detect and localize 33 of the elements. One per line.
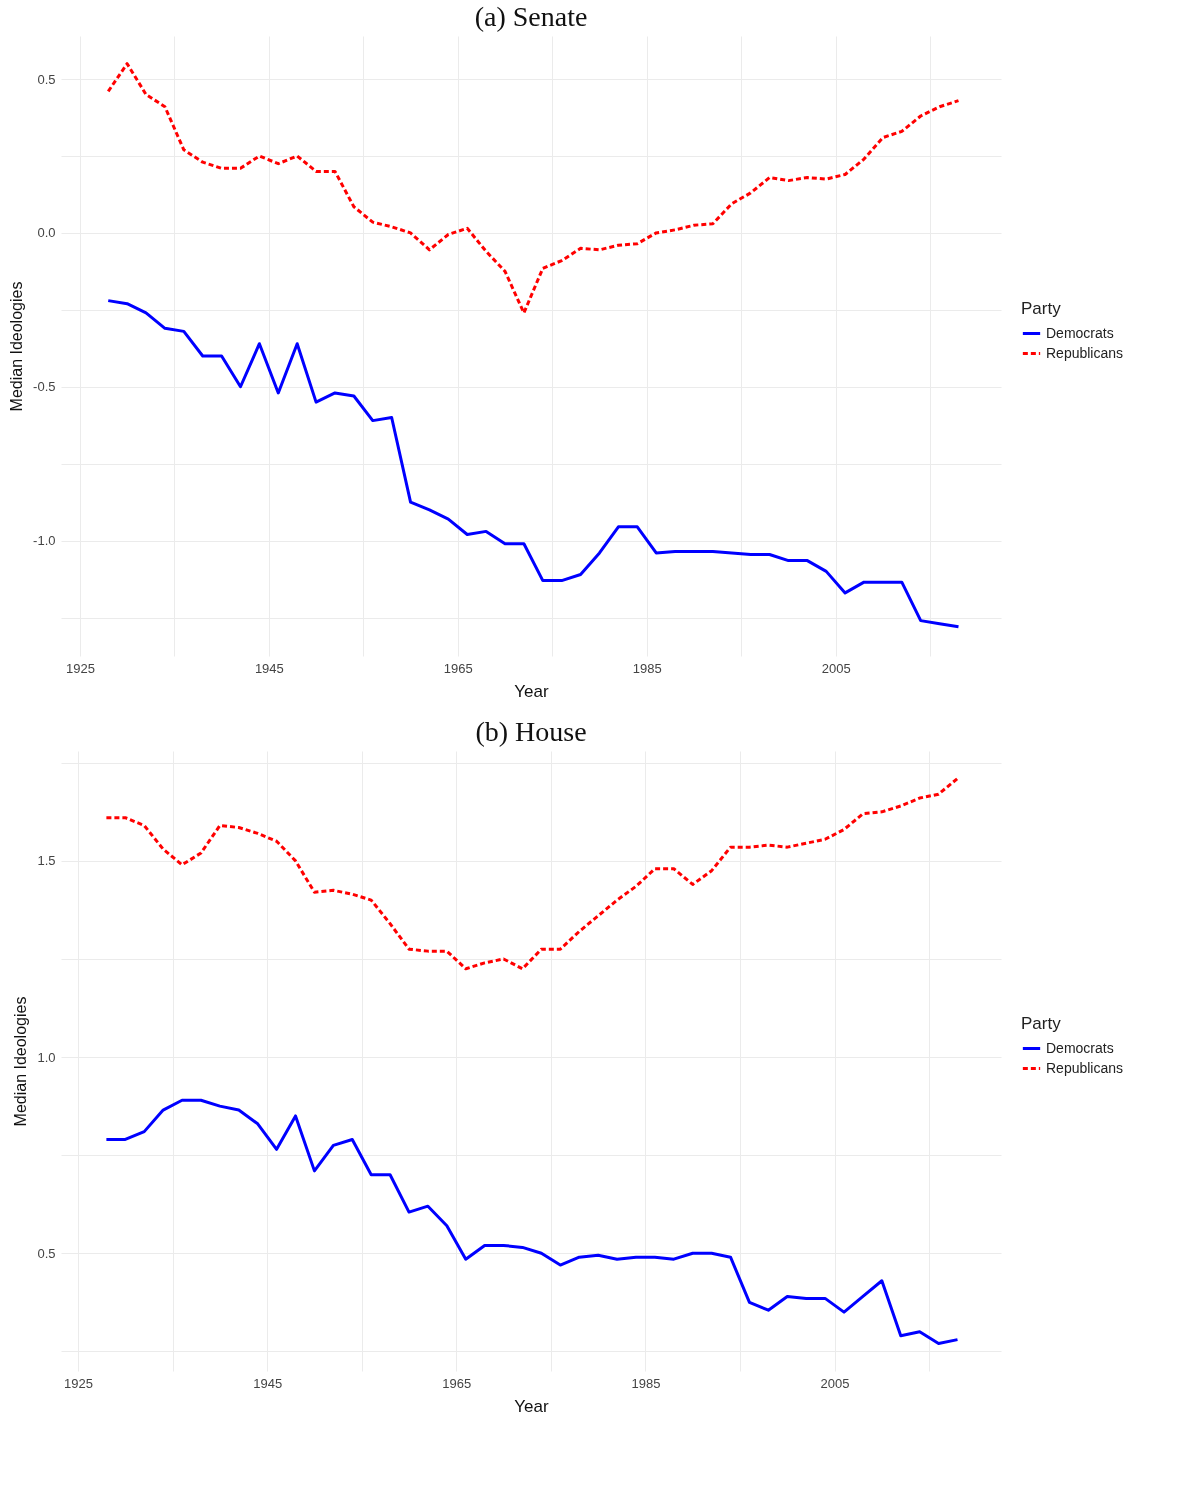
- y-tick-label: -0.5: [33, 379, 56, 395]
- x-tick-label: 1945: [253, 1375, 283, 1391]
- y-axis-title: Median Ideologies: [12, 996, 30, 1127]
- y-tick-label: 0.5: [37, 71, 56, 87]
- chart-title: (a) Senate: [474, 1, 588, 32]
- x-tick-label: 1965: [443, 660, 473, 676]
- legend-label: Democrats: [1046, 1039, 1114, 1056]
- y-tick-label: 1.5: [37, 853, 56, 869]
- x-tick-label: 1925: [65, 660, 95, 676]
- x-tick-label: 1985: [632, 660, 662, 676]
- legend-label: Democrats: [1046, 324, 1114, 341]
- x-axis-title: Year: [514, 681, 550, 701]
- line-series: [104, 776, 959, 971]
- x-tick-label: 1925: [64, 1375, 93, 1391]
- y-tick-label: -1.0: [33, 533, 56, 549]
- line-series: [104, 1098, 959, 1346]
- x-tick-label: 1965: [442, 1375, 472, 1391]
- x-tick-label: 1945: [254, 660, 284, 676]
- legend-label: Republicans: [1046, 1059, 1124, 1076]
- x-axis-title: Year: [514, 1396, 550, 1416]
- legend-label: Republicans: [1046, 344, 1124, 361]
- y-tick-label: 0.0: [37, 225, 56, 241]
- line-series: [106, 62, 960, 315]
- y-axis-title: Median Ideologies: [8, 281, 26, 412]
- legend-title: Party: [1021, 299, 1062, 318]
- x-tick-label: 1985: [631, 1375, 661, 1391]
- legend-title: Party: [1021, 1014, 1062, 1033]
- y-tick-label: 1.0: [37, 1049, 56, 1065]
- x-tick-label: 2005: [820, 1375, 850, 1391]
- y-tick-label: 0.5: [37, 1245, 56, 1261]
- chart-title: (b) House: [475, 716, 587, 747]
- line-series: [106, 299, 960, 629]
- x-tick-label: 2005: [821, 660, 851, 676]
